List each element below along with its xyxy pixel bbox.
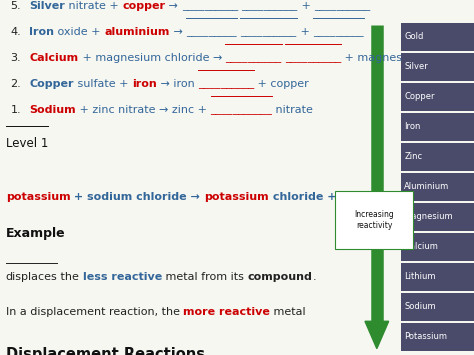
Text: iron: iron [132, 79, 156, 89]
Text: the: the [57, 272, 83, 282]
Text: metal: metal [270, 307, 306, 317]
Text: 2.: 2. [10, 79, 21, 89]
Text: copper: copper [122, 1, 165, 11]
Text: Level 1: Level 1 [6, 137, 48, 150]
Text: Copper: Copper [29, 79, 74, 89]
Text: metal from its: metal from its [162, 272, 247, 282]
Text: Zinc: Zinc [404, 152, 422, 161]
Text: + zinc nitrate → zinc +: + zinc nitrate → zinc + [76, 105, 210, 115]
Text: Sodium: Sodium [29, 105, 76, 115]
Text: Copper: Copper [404, 92, 435, 101]
Text: + magnesium: + magnesium [341, 53, 423, 63]
Text: __________: __________ [242, 1, 298, 11]
Text: → iron: → iron [156, 79, 198, 89]
Text: Calcium: Calcium [29, 53, 79, 63]
Text: +: + [298, 1, 314, 11]
Text: Silver: Silver [404, 62, 428, 71]
Bar [401, 293, 474, 322]
Text: In a displacement reaction, the: In a displacement reaction, the [6, 307, 183, 317]
Text: Displacement Reactions: Displacement Reactions [6, 347, 205, 355]
Text: __________: __________ [240, 27, 297, 37]
Bar [401, 113, 474, 141]
Text: Gold: Gold [404, 32, 424, 41]
Text: displaces: displaces [6, 272, 57, 282]
Text: Increasing
reactivity: Increasing reactivity [355, 211, 394, 230]
Text: _________: _________ [313, 27, 364, 37]
Bar [401, 23, 474, 51]
Bar [401, 233, 474, 261]
Text: + copper: + copper [254, 79, 309, 89]
Text: .: . [312, 272, 316, 282]
Text: 1.: 1. [10, 105, 21, 115]
Text: __________: __________ [285, 53, 341, 63]
Text: Iron: Iron [29, 27, 55, 37]
Text: __________: __________ [198, 79, 254, 89]
Text: nitrate: nitrate [273, 105, 313, 115]
Text: Example: Example [6, 227, 65, 240]
Text: compound: compound [247, 272, 312, 282]
Text: Lithium: Lithium [404, 272, 436, 281]
Text: 4.: 4. [10, 27, 21, 37]
Text: __________: __________ [226, 53, 282, 63]
Polygon shape [365, 321, 389, 349]
Text: + magnesium chloride →: + magnesium chloride → [79, 53, 226, 63]
Bar [401, 173, 474, 201]
Text: _________: _________ [186, 27, 237, 37]
Text: + sodium chloride →: + sodium chloride → [70, 192, 204, 202]
Bar [401, 203, 474, 231]
Bar [401, 323, 474, 351]
Text: __________: __________ [182, 1, 238, 11]
Text: nitrate +: nitrate + [65, 1, 122, 11]
Text: aluminium: aluminium [104, 27, 170, 37]
Bar [401, 83, 474, 111]
Bar [401, 143, 474, 171]
Text: __________: __________ [314, 1, 370, 11]
Text: less reactive: less reactive [83, 272, 162, 282]
Text: +: + [297, 27, 313, 37]
Text: 3.: 3. [10, 53, 21, 63]
Bar [401, 263, 474, 291]
Text: Aluminium: Aluminium [404, 182, 449, 191]
Text: oxide +: oxide + [55, 27, 104, 37]
Text: potassium: potassium [204, 192, 269, 202]
Text: Potassium: Potassium [404, 332, 447, 341]
Text: Calcium: Calcium [404, 242, 438, 251]
Text: chloride + sodium: chloride + sodium [269, 192, 385, 202]
Text: Silver: Silver [29, 1, 65, 11]
Text: Sodium: Sodium [404, 302, 436, 311]
Text: Iron: Iron [404, 122, 421, 131]
Text: more reactive: more reactive [183, 307, 270, 317]
Text: Magnesium: Magnesium [404, 212, 453, 221]
Text: sulfate +: sulfate + [74, 79, 132, 89]
Text: ___________: ___________ [210, 105, 273, 115]
Text: →: → [170, 27, 186, 37]
Text: potassium: potassium [6, 192, 70, 202]
Text: →: → [165, 1, 182, 11]
Text: 5.: 5. [10, 1, 21, 11]
Bar [401, 53, 474, 81]
